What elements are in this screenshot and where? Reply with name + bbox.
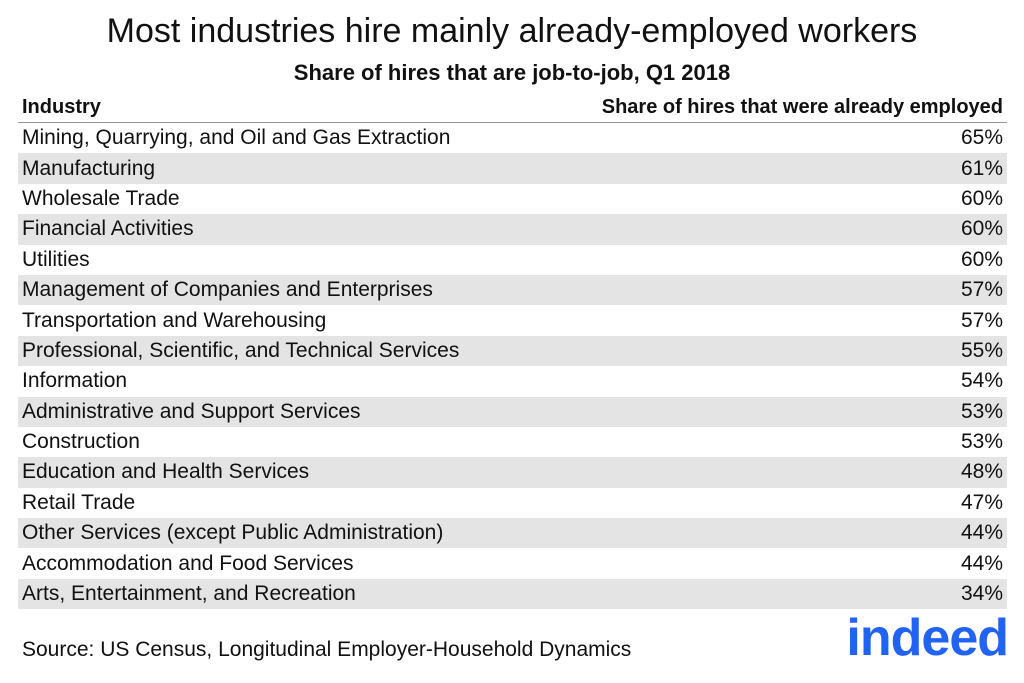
industry-name: Professional, Scientific, and Technical …: [22, 338, 460, 362]
industry-name: Financial Activities: [22, 217, 194, 241]
title: Most industries hire mainly already-empl…: [106, 12, 918, 50]
industry-name: Construction: [22, 430, 140, 454]
industry-name: Transportation and Warehousing: [22, 308, 327, 332]
table-row: Administrative and Support Services 53%: [18, 396, 1007, 427]
table-row: Other Services (except Public Administra…: [18, 518, 1007, 549]
industry-name: Administrative and Support Services: [22, 399, 361, 423]
share-value: 60%: [960, 217, 1003, 241]
industry-name: Wholesale Trade: [22, 186, 180, 210]
share-value: 57%: [960, 278, 1003, 302]
table-row: Construction 53%: [18, 427, 1007, 457]
table-row: Accommodation and Food Services 44%: [18, 548, 1007, 578]
table-row: Information 54%: [18, 366, 1007, 396]
table: Industry Share of hires that were alread…: [18, 93, 1007, 610]
column-header: Industry: [22, 96, 101, 118]
share-value: 65%: [960, 126, 1003, 150]
table-header: Industry Share of hires that were alread…: [18, 93, 1007, 123]
table-row: Retail Trade 47%: [18, 488, 1007, 518]
subtitle: Share of hires that are job-to-job, Q1 2…: [293, 60, 731, 85]
table-row: Financial Activities 60%: [18, 214, 1007, 245]
industry-name: Management of Companies and Enterprises: [22, 278, 433, 302]
share-value: 34%: [960, 582, 1003, 606]
industry-name: Information: [22, 369, 128, 393]
table-row: Wholesale Trade 60%: [18, 184, 1007, 214]
share-value: 60%: [960, 247, 1003, 271]
share-value: 57%: [960, 308, 1003, 332]
share-value: 54%: [960, 369, 1003, 393]
industry-name: Utilities: [22, 247, 90, 271]
industry-name: Retail Trade: [22, 490, 136, 514]
table-row: Professional, Scientific, and Technical …: [18, 335, 1007, 367]
table-row: Arts, Entertainment, and Recreation 34%: [18, 578, 1007, 610]
share-value: 47%: [960, 490, 1003, 514]
share-value: 61%: [960, 156, 1003, 180]
table-row: Mining, Quarrying, and Oil and Gas Extra…: [18, 123, 1007, 153]
share-value: 53%: [960, 399, 1003, 423]
industry-name: Mining, Quarrying, and Oil and Gas Extra…: [22, 126, 451, 150]
industry-name: Manufacturing: [22, 156, 156, 180]
share-value: 44%: [960, 551, 1003, 575]
industry-name: Other Services (except Public Administra…: [22, 521, 444, 545]
source: Source: US Census, Longitudinal Employer…: [22, 638, 632, 661]
industry-name: Accommodation and Food Services: [22, 551, 354, 575]
industry-name: Arts, Entertainment, and Recreation: [22, 582, 356, 606]
share-value: 53%: [960, 430, 1003, 454]
table-row: Education and Health Services 48%: [18, 457, 1007, 488]
table-row: Transportation and Warehousing 57%: [18, 305, 1007, 335]
table-row: Utilities 60%: [18, 245, 1007, 275]
table-row: Management of Companies and Enterprises 5…: [18, 274, 1007, 306]
table-row: Manufacturing 61%: [18, 153, 1007, 184]
share-value: 48%: [960, 460, 1003, 484]
share-value: 44%: [960, 521, 1003, 545]
share-value: 55%: [960, 338, 1003, 362]
column-header: Share of hires that were already employe…: [601, 96, 1003, 118]
industry-name: Education and Health Services: [22, 460, 310, 484]
share-value: 60%: [960, 186, 1003, 210]
logo: indeed: [846, 609, 1009, 667]
